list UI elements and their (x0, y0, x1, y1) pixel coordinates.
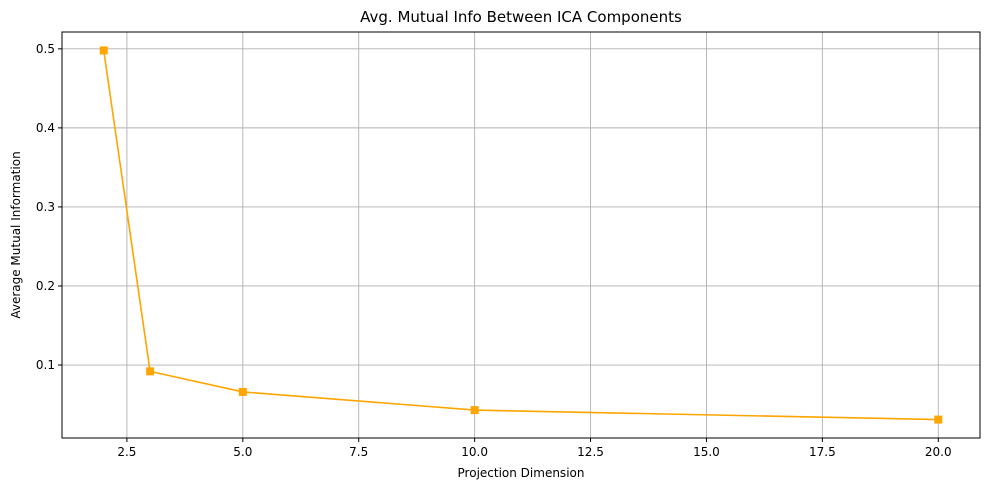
plot-frame (61, 31, 981, 439)
y-tick-label: 0.5 (36, 42, 55, 56)
data-point (238, 387, 247, 396)
data-point (146, 367, 155, 376)
y-axis-label: Average Mutual Information (9, 151, 23, 318)
grid (62, 32, 980, 438)
data-point (470, 406, 479, 415)
x-tick-label: 2.5 (117, 445, 136, 459)
y-tick-label: 0.3 (36, 200, 55, 214)
chart-title: Avg. Mutual Info Between ICA Components (360, 8, 682, 26)
y-tick-label: 0.4 (36, 121, 55, 135)
y-tick-label: 0.1 (36, 358, 55, 372)
x-tick-label: 10.0 (461, 445, 488, 459)
x-tick-label: 15.0 (693, 445, 720, 459)
y-axis-ticks: 0.1 0.2 0.3 0.4 0.5 (36, 42, 62, 372)
x-tick-label: 5.0 (233, 445, 252, 459)
x-tick-label: 20.0 (925, 445, 952, 459)
x-axis-ticks: 2.5 5.0 7.5 10.0 12.5 15.0 17.5 20.0 (117, 438, 952, 459)
series-group (99, 46, 943, 424)
y-tick-label: 0.2 (36, 279, 55, 293)
x-tick-label: 17.5 (809, 445, 836, 459)
x-tick-label: 12.5 (577, 445, 604, 459)
data-point (934, 415, 943, 424)
data-point (99, 46, 108, 55)
series-line (102, 50, 939, 421)
x-axis-label: Projection Dimension (458, 466, 585, 480)
x-tick-label: 7.5 (349, 445, 368, 459)
